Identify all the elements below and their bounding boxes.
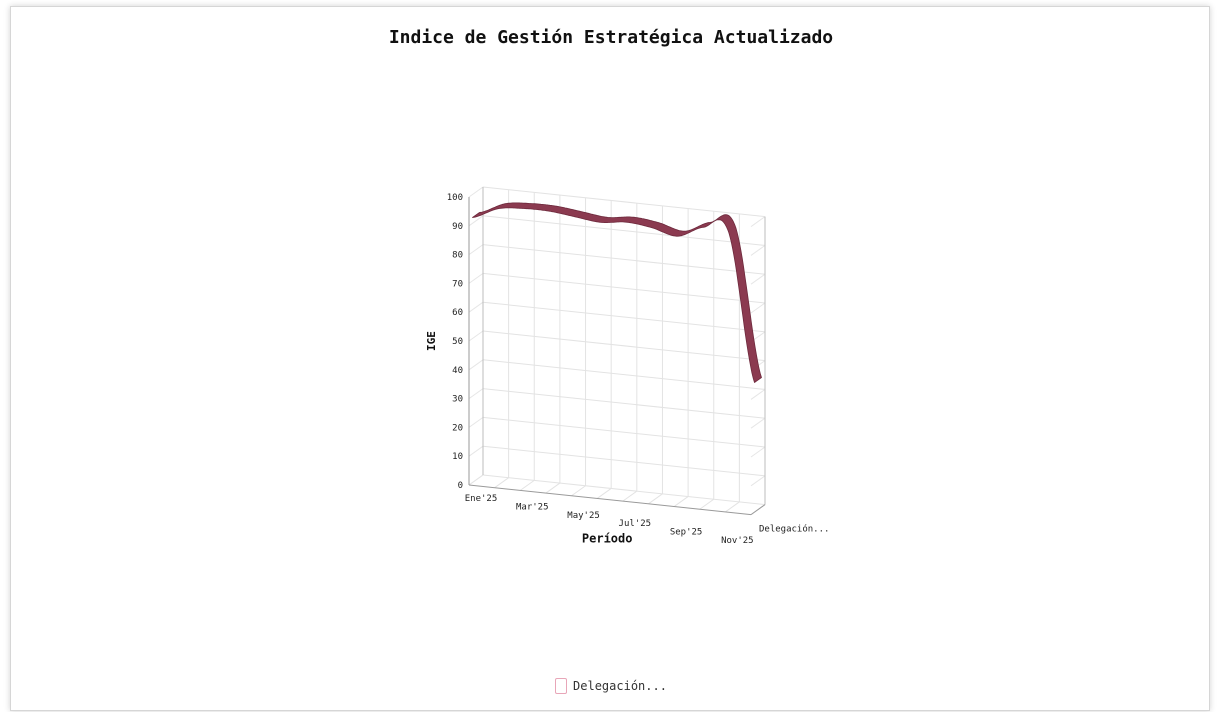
gridline-floor: [596, 488, 612, 499]
chart-title: Indice de Gestión Estratégica Actualizad…: [388, 27, 834, 48]
gridline-side: [750, 475, 766, 487]
depth-axis-line: [750, 504, 766, 516]
gridline-floor: [571, 485, 586, 497]
x-tick-label: Nov'25: [721, 536, 754, 546]
gridline-side: [750, 446, 766, 458]
y-tick-label: 0: [458, 481, 463, 491]
y-tick-label: 10: [452, 452, 463, 462]
gridline-horizontal: [482, 301, 766, 333]
chart-plot: 0 10 20 30 40 50 60 70 80 90 100 Ene'25 Mar'25 May'25…: [425, 186, 829, 546]
x-axis-title: Período: [582, 531, 633, 545]
chart-container: Indice de Gestión Estratégica Actualizad…: [10, 6, 1210, 711]
gridline-horizontal: [482, 215, 766, 246]
gridline-horizontal: [482, 330, 766, 362]
gridline-floor: [519, 479, 535, 491]
x-tick-label: Jul'25: [619, 519, 652, 529]
legend-swatch: [555, 678, 568, 694]
y-tick-label: 60: [452, 308, 463, 318]
gridline-horizontal: [482, 388, 766, 419]
series-ribbon: [472, 202, 762, 383]
gridline-side: [750, 216, 766, 228]
gridline-floor: [648, 493, 663, 505]
gridline-side: [750, 389, 766, 400]
gridline-side: [468, 359, 484, 371]
series-layer: [472, 202, 762, 383]
y-tick-label: 80: [452, 251, 463, 261]
gridline-side: [468, 388, 484, 400]
legend: Delegación...: [11, 678, 1211, 697]
gridline-side: [468, 272, 484, 284]
y-tick-label: 50: [452, 337, 463, 347]
gridline-side: [468, 416, 484, 428]
gridline-floor: [699, 498, 715, 510]
gridline-horizontal: [482, 186, 766, 218]
gridline-side: [468, 215, 484, 227]
gridline-floor: [494, 477, 509, 489]
legend-label: Delegación...: [573, 679, 667, 693]
gridline-floor: [468, 474, 484, 486]
axes-layer: [468, 187, 766, 516]
x-tick-label: Ene'25: [465, 494, 498, 504]
x-tick-label: May'25: [567, 511, 600, 521]
y-tick-label: 100: [447, 193, 463, 203]
x-axis-line: [468, 484, 752, 516]
gridline-side: [468, 330, 484, 342]
gridline-horizontal: [482, 272, 766, 304]
y-tick-label: 90: [452, 222, 463, 232]
y-tick-label: 30: [452, 395, 463, 405]
gridline-floor: [673, 496, 689, 507]
x-tick-label: Sep'25: [670, 528, 703, 538]
y-axis-title: IGE: [425, 331, 438, 351]
gridline-floor: [545, 482, 561, 494]
gridline-horizontal: [482, 445, 766, 477]
gridline-side: [468, 244, 484, 256]
x-tick-label: Mar'25: [516, 502, 549, 512]
gridline-side: [468, 301, 484, 313]
gridline-side: [468, 445, 484, 457]
gridline-floor: [622, 490, 638, 502]
gridline-horizontal: [482, 359, 766, 390]
label-layer: 0 10 20 30 40 50 60 70 80 90 100 Ene'25 Mar'25 May'25…: [425, 193, 829, 546]
y-tick-label: 40: [452, 366, 463, 376]
gridline-horizontal: [482, 244, 766, 275]
y-tick-label: 20: [452, 423, 463, 433]
gridline-side: [750, 245, 766, 256]
gridline-side: [750, 302, 766, 314]
gridline-floor: [725, 501, 740, 513]
gridline-side: [468, 186, 484, 198]
gridline-side: [750, 273, 766, 285]
depth-axis-label: Delegación...: [759, 524, 829, 535]
grid-layer: [468, 186, 766, 516]
gridline-horizontal: [482, 474, 766, 506]
y-tick-label: 70: [452, 279, 463, 289]
legend-item[interactable]: Delegación...: [555, 678, 667, 694]
gridline-side: [750, 417, 766, 429]
gridline-horizontal: [482, 416, 766, 448]
